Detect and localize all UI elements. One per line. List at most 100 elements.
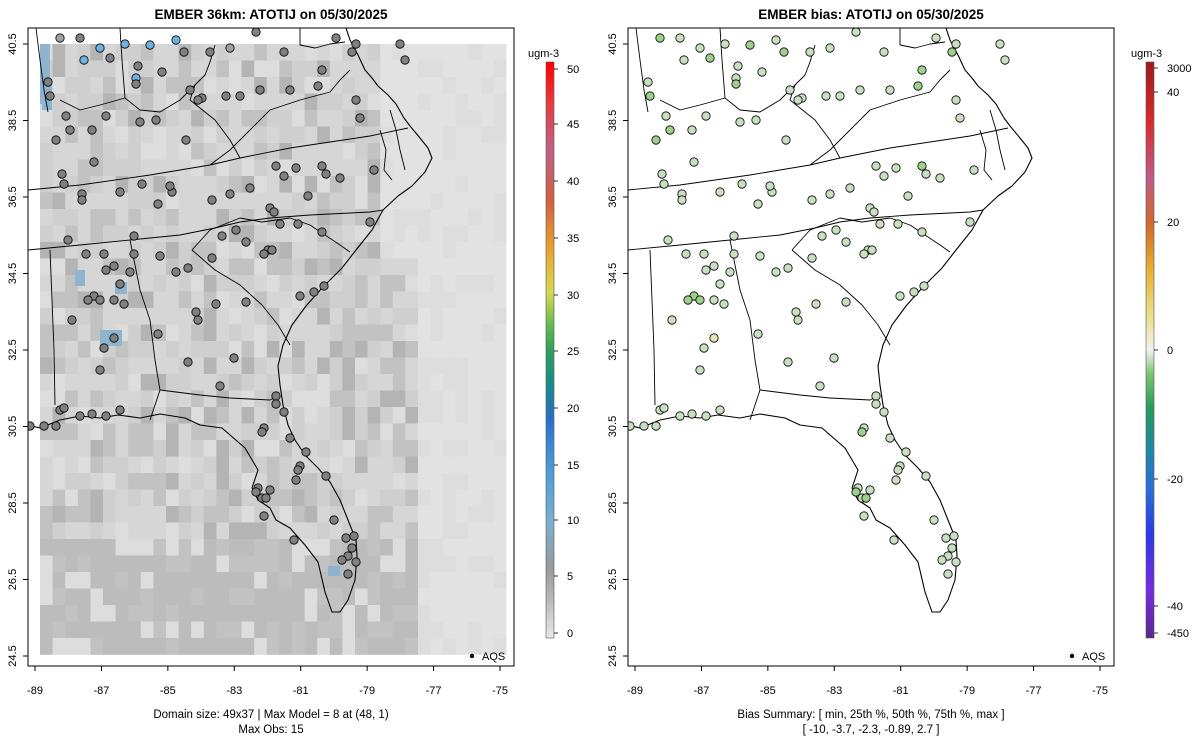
raster-cell — [493, 209, 507, 226]
raster-cell — [203, 440, 217, 457]
state-boundary — [628, 209, 984, 251]
raster-cell — [355, 209, 368, 226]
raster-cell — [203, 324, 217, 342]
raster-cell — [103, 456, 116, 474]
raster-cell — [241, 506, 255, 523]
raster-cell — [418, 291, 431, 309]
aqs-site-dot — [67, 315, 77, 325]
raster-cell — [380, 374, 394, 391]
raster-cell — [468, 473, 482, 490]
raster-cell — [481, 572, 494, 589]
raster-cell — [443, 374, 457, 391]
raster-cell — [430, 159, 444, 177]
aqs-site-dot — [291, 475, 301, 485]
raster-cell — [216, 506, 230, 523]
raster-cell — [430, 605, 444, 622]
raster-cell — [430, 77, 444, 94]
bias-plot-frame — [627, 27, 1115, 667]
raster-cell — [380, 506, 394, 523]
raster-cell — [115, 572, 129, 589]
aqs-site-dot — [861, 493, 871, 503]
aqs-site-dot — [135, 117, 145, 127]
raster-cell — [166, 390, 179, 408]
raster-cell — [279, 374, 293, 391]
aqs-site-dot — [781, 135, 791, 145]
aqs-site-dot — [251, 487, 261, 497]
raster-cell — [254, 572, 268, 589]
raster-cell — [40, 638, 53, 655]
raster-cell — [304, 258, 318, 276]
raster-cell — [279, 93, 293, 111]
raster-cell — [430, 93, 444, 111]
aqs-site-dot — [87, 409, 97, 419]
raster-cell — [342, 489, 356, 507]
aqs-site-dot — [153, 199, 163, 209]
raster-cell — [418, 176, 431, 193]
raster-cell — [342, 605, 356, 622]
aqs-site-dot — [695, 43, 705, 53]
raster-cell — [342, 60, 356, 78]
raster-cell — [355, 621, 368, 639]
raster-cell — [77, 60, 91, 78]
aqs-site-dot — [695, 365, 705, 375]
raster-cell — [103, 605, 116, 622]
raster-cell — [405, 242, 419, 259]
raster-cell — [443, 621, 457, 639]
raster-cell — [140, 489, 154, 507]
aqs-site-dot — [87, 125, 97, 135]
raster-cell — [304, 308, 318, 325]
raster-cell — [279, 192, 293, 210]
raster-cell — [443, 44, 457, 61]
raster-cell — [329, 390, 343, 408]
aqs-site-dot — [755, 251, 765, 261]
raster-cell — [355, 192, 368, 210]
raster-cell — [355, 291, 368, 309]
aqs-site-dot — [129, 249, 139, 259]
raster-cell — [77, 489, 91, 507]
raster-cell — [40, 588, 53, 606]
raster-cell — [203, 143, 217, 160]
raster-cell — [329, 407, 343, 424]
raster-cell — [405, 605, 419, 622]
aqs-site-dot — [793, 95, 803, 105]
raster-cell — [355, 473, 368, 490]
model-colorbar-tick-label: 45 — [567, 119, 579, 131]
raster-cell — [103, 225, 116, 243]
raster-cell — [468, 341, 482, 358]
raster-cell — [128, 308, 142, 325]
raster-cell — [90, 539, 104, 556]
aqs-site-dot — [628, 421, 635, 431]
aqs-site-dot — [211, 299, 221, 309]
raster-cell — [77, 605, 91, 622]
raster-cell — [178, 456, 192, 474]
aqs-site-dot — [859, 249, 869, 259]
raster-cell — [342, 291, 356, 309]
raster-cell — [241, 308, 255, 325]
raster-cell — [77, 621, 91, 639]
aqs-site-dot — [179, 47, 189, 57]
raster-cell — [304, 407, 318, 424]
raster-cell — [455, 390, 469, 408]
aqs-site-dot — [165, 181, 175, 191]
raster-cell — [254, 390, 268, 408]
aqs-site-dot — [351, 557, 361, 567]
raster-cell — [380, 242, 394, 259]
bay-outline — [979, 109, 1006, 181]
raster-cell — [40, 357, 53, 375]
raster-cell — [203, 489, 217, 507]
raster-cell — [392, 143, 406, 160]
raster-cell — [292, 242, 305, 259]
raster-cell — [342, 357, 356, 375]
raster-cell — [229, 291, 242, 309]
raster-cell — [481, 324, 494, 342]
raster-cell — [405, 324, 419, 342]
aqs-site-dot — [293, 219, 303, 229]
raster-cell — [367, 176, 381, 193]
aqs-site-dot — [400, 55, 410, 65]
raster-cell — [216, 572, 230, 589]
raster-cell — [455, 621, 469, 639]
raster-cell — [166, 291, 179, 309]
aqs-site-dot — [921, 169, 931, 179]
raster-cell — [455, 374, 469, 391]
raster-cell — [455, 291, 469, 309]
